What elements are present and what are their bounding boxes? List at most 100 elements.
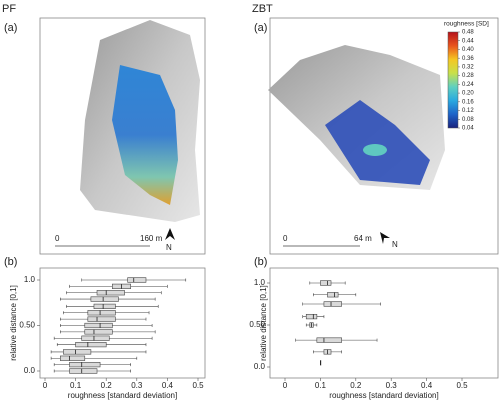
box-plot [309,280,346,286]
x-tick-label: 0 [283,381,288,390]
panel-label: (b) [4,256,17,268]
box-plot [302,313,325,320]
colorbar-tick-label: 0.24 [462,82,474,88]
y-tick-label: 0.50 [19,321,35,330]
x-tick-label: 0.4 [162,381,174,390]
panel-label: (b) [254,256,267,268]
box [316,337,342,343]
scale-label: 160 m [140,234,163,243]
box-plot [56,342,147,348]
box-plot [53,362,131,368]
y-tick-label: 1.0 [254,278,266,287]
colorbar-tick-label: 0.32 [462,64,474,70]
box-plot [295,337,378,343]
colorbar-tick-label: 0.48 [462,30,474,36]
north-label: N [392,240,398,249]
box [327,292,339,298]
box [320,280,332,286]
plot-frame [39,267,206,379]
colorbar-tick-label: 0.04 [462,126,474,132]
map-frame [269,17,499,255]
roughness-area [325,100,430,185]
box-plot [53,335,153,341]
x-tick-label: 0.5 [192,381,204,390]
y-tick-label: 0.0 [24,366,36,375]
panel-title: ZBT [252,3,273,15]
box-plot [66,303,159,309]
map-frame [39,17,206,255]
y-tick-label: 0.50 [249,320,265,329]
box-plot [81,277,187,283]
x-axis-label: roughness [standard deviation] [68,391,177,400]
y-axis-label: relative distance [0,1] [259,285,268,361]
box [90,296,119,302]
north-label: N [166,243,172,252]
north-arrow [165,228,175,240]
box [75,342,107,348]
x-tick-label: 0.5 [456,381,468,390]
box-plot [59,296,156,302]
box [93,303,116,309]
panel-label: (a) [254,22,267,34]
scale-label: 0 [283,234,288,243]
colorbar-title: roughness [SD] [444,21,489,28]
box [63,349,92,355]
scale-label: 0 [55,234,60,243]
box-plot [313,292,357,298]
colorbar-tick-label: 0.12 [462,108,474,114]
box-plot [59,316,147,322]
box-plot [66,290,162,296]
colorbar [447,31,459,129]
box [323,301,342,307]
colorbar-tick-label: 0.40 [462,47,474,53]
x-tick-label: 0.2 [101,381,113,390]
box-plot [50,355,138,361]
scale-label: 64 m [354,234,372,243]
x-tick-label: 0.1 [70,381,82,390]
x-tick-label: 0.1 [315,381,327,390]
box-plot [69,283,168,289]
box-plot [313,349,342,355]
colorbar-tick-label: 0.28 [462,73,474,79]
box-plot [50,349,147,355]
x-axis-label: roughness [standard deviation] [329,391,438,400]
box-plot [59,322,153,329]
box [69,362,101,368]
x-tick-label: 0 [43,381,48,390]
y-axis-label: relative distance [0,1] [9,285,18,361]
north-arrow [380,232,390,244]
colorbar-tick-label: 0.20 [462,91,474,97]
roughness-area [112,65,178,205]
x-tick-label: 0.4 [421,381,433,390]
box [69,368,98,374]
colorbar-tick-label: 0.16 [462,99,474,105]
x-tick-label: 0.2 [350,381,362,390]
x-tick-label: 0.3 [131,381,143,390]
box [59,355,86,361]
box [87,316,116,322]
box [87,310,116,316]
colorbar-tick-label: 0.08 [462,117,474,123]
roughness-area [363,144,387,156]
box [127,277,147,283]
y-tick-label: 1.0 [24,275,36,284]
box-plot [63,310,150,316]
box [305,313,318,320]
colorbar-tick-label: 0.44 [462,38,474,44]
box-plot [59,329,156,335]
colorbar-tick-label: 0.36 [462,56,474,62]
box [96,290,125,296]
box [81,335,110,341]
box-plot [305,322,318,328]
y-tick-label: 0.0 [254,362,266,371]
box [84,329,113,335]
box-plot [319,360,322,366]
panel-label: (a) [4,22,17,34]
box-plot [53,368,131,374]
box-plot [302,301,381,307]
box [84,322,113,329]
panel-title: PF [2,3,16,15]
x-tick-label: 0.3 [386,381,398,390]
plot-frame [269,267,499,379]
